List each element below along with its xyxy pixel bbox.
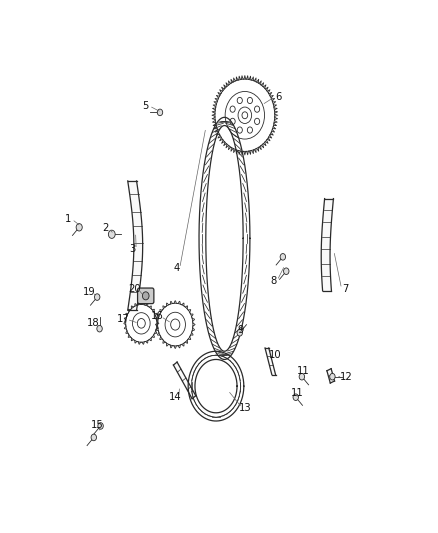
- Polygon shape: [327, 369, 335, 383]
- Circle shape: [237, 329, 243, 336]
- Text: 1: 1: [65, 214, 71, 224]
- Text: 9: 9: [237, 325, 244, 335]
- Circle shape: [108, 230, 115, 238]
- Text: 11: 11: [297, 366, 310, 376]
- Text: 13: 13: [239, 403, 252, 413]
- Text: 7: 7: [342, 284, 348, 294]
- Text: 11: 11: [291, 388, 304, 398]
- Circle shape: [283, 268, 289, 274]
- Polygon shape: [321, 199, 333, 291]
- Circle shape: [91, 434, 96, 441]
- Circle shape: [98, 423, 103, 429]
- Text: 15: 15: [91, 420, 103, 430]
- Text: 10: 10: [268, 350, 281, 360]
- FancyBboxPatch shape: [138, 288, 154, 304]
- Circle shape: [157, 109, 162, 116]
- Circle shape: [97, 325, 102, 332]
- Text: 14: 14: [169, 392, 182, 402]
- Text: 17: 17: [117, 314, 130, 324]
- Text: 20: 20: [128, 284, 141, 294]
- Polygon shape: [128, 181, 143, 310]
- Circle shape: [95, 294, 100, 301]
- Polygon shape: [265, 348, 276, 375]
- Circle shape: [76, 224, 82, 231]
- Text: 12: 12: [339, 372, 353, 382]
- Circle shape: [330, 374, 335, 380]
- Text: 16: 16: [151, 311, 164, 321]
- Text: 8: 8: [271, 276, 277, 286]
- Text: 2: 2: [102, 223, 108, 233]
- Text: 4: 4: [173, 263, 180, 273]
- Polygon shape: [173, 362, 196, 399]
- Circle shape: [293, 394, 298, 400]
- Text: 6: 6: [275, 92, 281, 102]
- Circle shape: [280, 254, 286, 260]
- Text: 3: 3: [130, 245, 136, 254]
- Circle shape: [299, 374, 304, 380]
- Text: 5: 5: [142, 101, 149, 111]
- Text: 18: 18: [86, 318, 99, 328]
- Text: 19: 19: [83, 287, 96, 297]
- Circle shape: [142, 292, 149, 300]
